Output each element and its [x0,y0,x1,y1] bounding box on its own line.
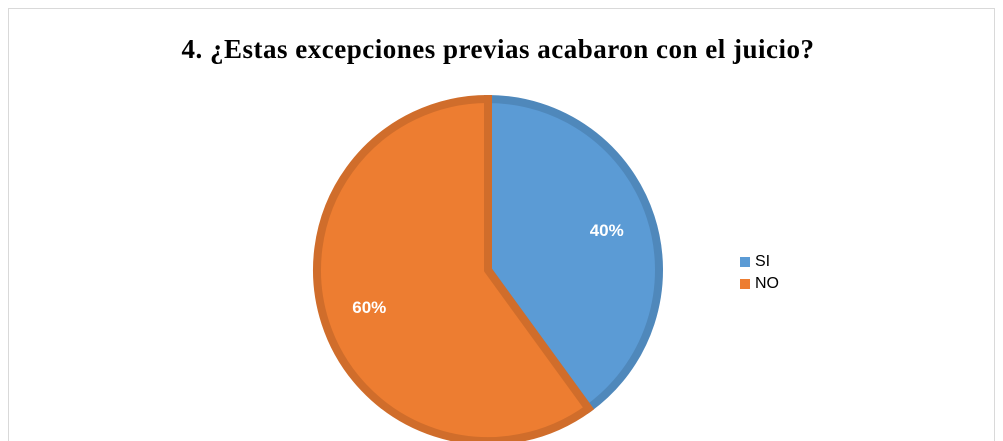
pie-slice [484,94,663,414]
slice-edge [313,94,595,441]
legend-swatch [740,257,750,267]
data-label: 40% [590,221,624,240]
slice-edge [484,94,663,414]
data-label: 60% [352,298,386,317]
legend-swatch [740,279,750,289]
pie-slice [313,94,595,441]
legend-label: SI [755,253,770,270]
chart-title: 4. ¿Estas excepciones previas acabaron c… [182,34,815,64]
legend-label: NO [755,275,779,292]
